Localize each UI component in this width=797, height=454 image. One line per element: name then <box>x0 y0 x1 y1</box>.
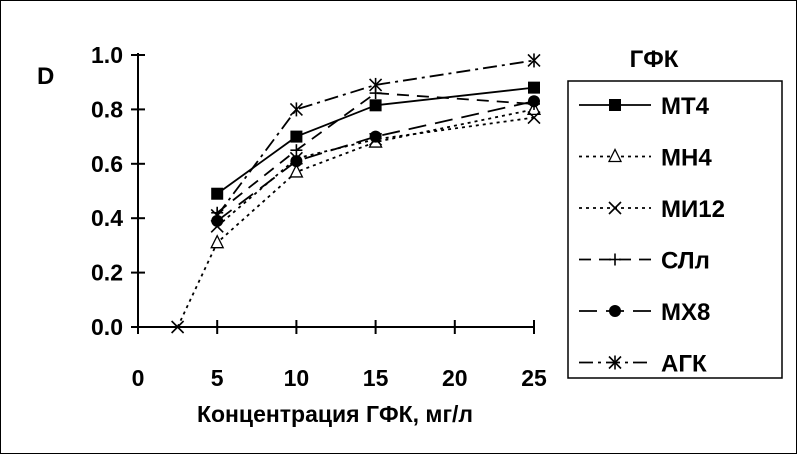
data-point <box>609 305 621 317</box>
x-tick-label: 5 <box>211 365 224 391</box>
y-tick-label: 0.8 <box>91 96 123 122</box>
data-point <box>527 53 541 68</box>
data-point <box>171 320 185 334</box>
data-point <box>607 148 623 163</box>
data-point <box>289 163 304 178</box>
data-point <box>290 144 303 157</box>
y-tick-label: 0.2 <box>91 260 123 286</box>
legend-item: МН4 <box>579 145 712 172</box>
x-ticks: 0 5 10 15 20 25 <box>132 320 547 391</box>
data-point <box>609 99 621 111</box>
x-tick-label: 20 <box>442 365 468 391</box>
series-МН4 <box>171 100 542 334</box>
legend-title: ГФК <box>630 46 679 73</box>
data-point <box>369 99 382 112</box>
data-point <box>528 81 540 94</box>
legend-item: АГК <box>579 351 707 378</box>
x-tick-label: 15 <box>363 365 389 391</box>
legend-item: СЛл <box>579 248 710 275</box>
data-point <box>528 95 540 108</box>
y-tick-label: 1.0 <box>91 42 123 68</box>
series-line <box>176 108 535 328</box>
x-axis-label: Концентрация ГФК, мг/л <box>197 401 473 427</box>
legend: МТ4 МН4 МИ12 СЛл МХ8 АГК <box>579 93 725 378</box>
data-point <box>527 110 541 125</box>
data-point <box>210 208 224 223</box>
legend-item: МХ8 <box>579 299 710 326</box>
data-point <box>609 253 621 266</box>
x-tick-label: 0 <box>132 365 145 391</box>
y-tick-label: 0.6 <box>91 151 123 177</box>
data-point <box>369 77 383 92</box>
legend-box <box>567 80 783 379</box>
series-АГК <box>210 53 541 223</box>
y-tick-label: 0.0 <box>91 314 123 340</box>
series-МИ12 <box>210 110 541 233</box>
y-tick-label: 0.4 <box>91 205 123 231</box>
data-point <box>289 102 303 117</box>
y-ticks: 0.0 0.2 0.4 0.6 0.8 1.0 <box>91 42 145 340</box>
legend-label: МХ8 <box>661 299 710 326</box>
data-point <box>290 130 303 143</box>
data-point <box>369 130 382 143</box>
series-line <box>216 100 535 222</box>
y-axis-label: D <box>37 63 54 90</box>
legend-label: МН4 <box>661 145 712 172</box>
x-tick-label: 10 <box>284 365 310 391</box>
series-МХ8 <box>211 95 540 227</box>
legend-label: СЛл <box>661 248 710 275</box>
series-layer <box>171 53 542 334</box>
data-point <box>210 234 225 249</box>
series-line <box>216 92 535 214</box>
axes <box>131 53 535 328</box>
legend-item: МИ12 <box>579 196 725 223</box>
legend-label: МИ12 <box>661 196 725 223</box>
legend-label: МТ4 <box>661 93 710 120</box>
legend-item: МТ4 <box>579 93 710 120</box>
series-line <box>216 59 535 217</box>
data-point <box>608 201 622 215</box>
data-point <box>211 187 224 200</box>
legend-label: АГК <box>661 351 707 378</box>
x-tick-label: 25 <box>521 365 547 391</box>
data-point <box>290 155 303 168</box>
data-point <box>608 355 622 370</box>
